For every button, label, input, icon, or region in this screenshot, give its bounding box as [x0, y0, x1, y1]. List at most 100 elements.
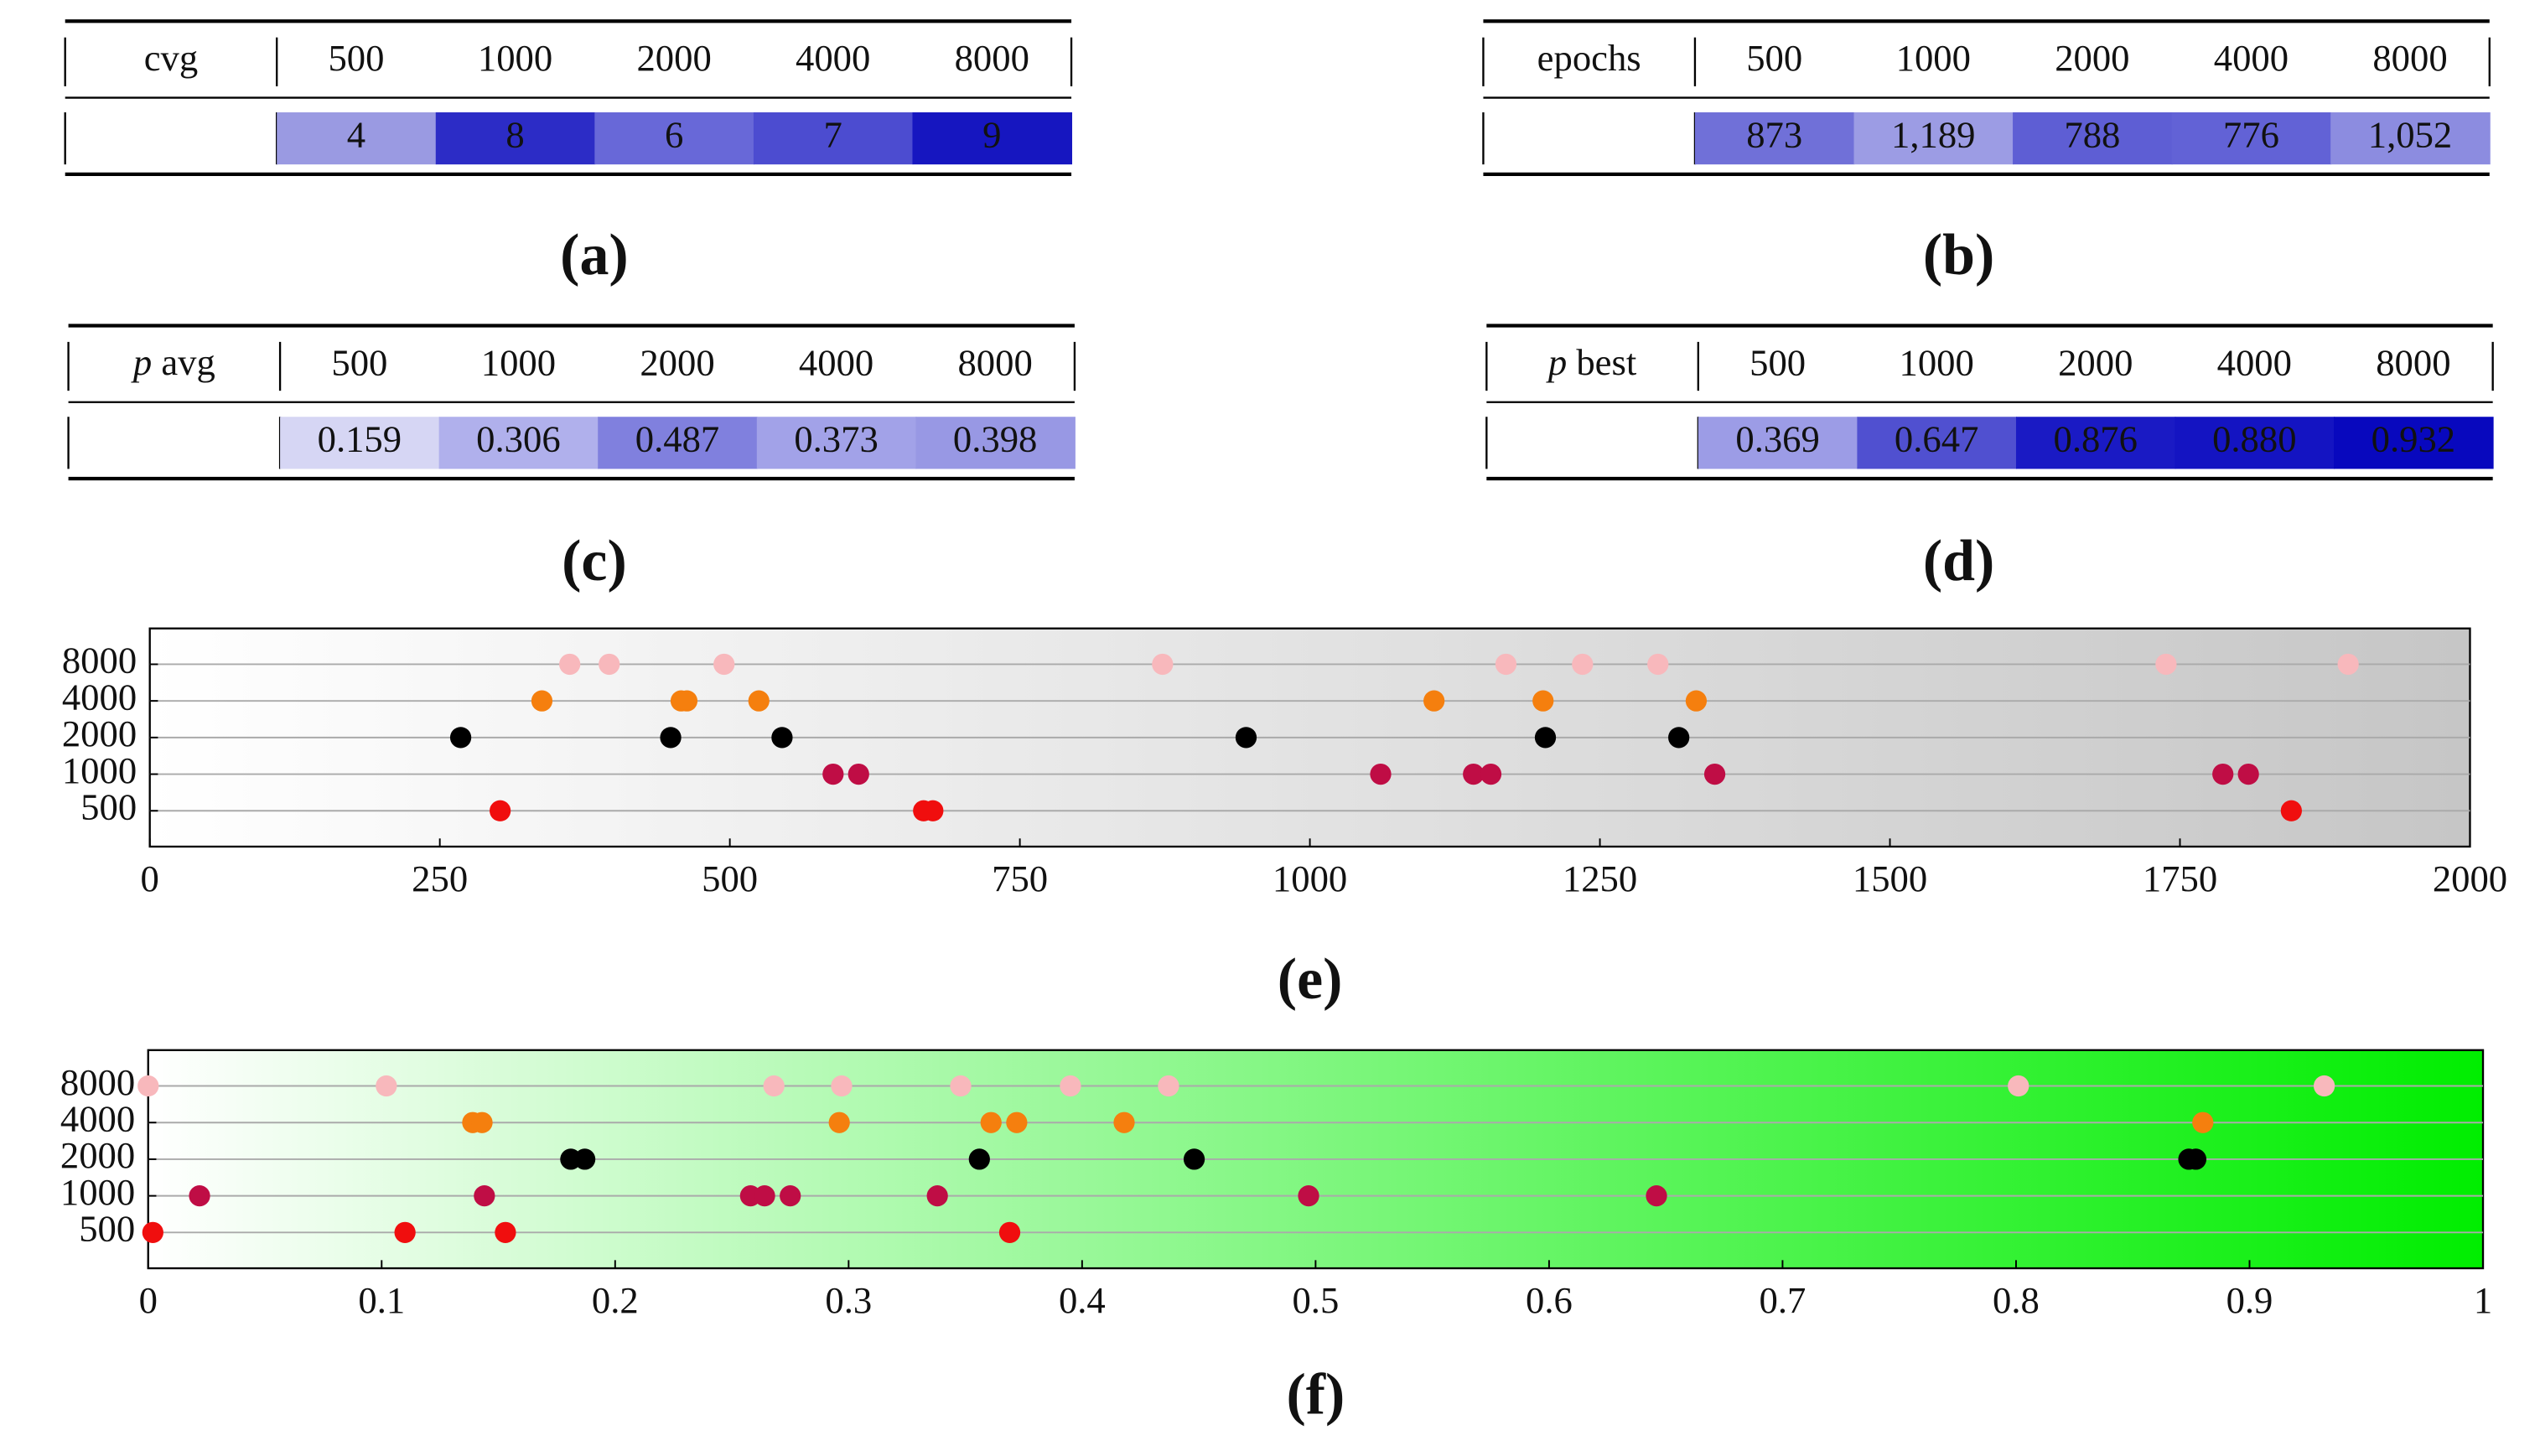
cell — [2015, 417, 2176, 469]
point — [1463, 763, 1485, 785]
column-label: 4000 — [2217, 341, 2292, 383]
cell-value: 0.159 — [318, 418, 402, 460]
cell-value: 0.373 — [794, 418, 878, 460]
point — [1647, 653, 1669, 676]
point — [531, 690, 553, 712]
x-tick-label: 250 — [412, 858, 468, 899]
x-tick-label: 1 — [2474, 1279, 2492, 1321]
point — [822, 763, 844, 785]
point — [1370, 763, 1392, 785]
cell — [2334, 417, 2494, 469]
x-tick-label: 0.6 — [1526, 1279, 1573, 1321]
point — [1060, 1075, 1081, 1097]
point — [828, 1111, 850, 1133]
point — [490, 800, 511, 821]
point — [980, 1111, 1002, 1133]
column-label: 2000 — [2058, 341, 2133, 383]
header-label: epochs — [1537, 37, 1641, 79]
cell — [753, 112, 914, 165]
point — [474, 1184, 495, 1207]
y-tick-label: 1000 — [60, 1171, 135, 1213]
point — [1572, 653, 1594, 676]
point — [394, 1221, 416, 1243]
point — [780, 1184, 801, 1207]
column-label: 500 — [1749, 341, 1806, 383]
cell — [2171, 112, 2332, 165]
cell — [2013, 112, 2173, 165]
point — [2212, 763, 2234, 785]
x-tick-label: 750 — [992, 858, 1048, 899]
header-text: cvg — [144, 37, 198, 79]
y-tick-label: 4000 — [62, 676, 137, 718]
cell-value: 0.369 — [1735, 418, 1819, 460]
point — [748, 690, 770, 712]
point — [495, 1221, 516, 1243]
cell-value: 0.306 — [476, 418, 560, 460]
point — [1685, 690, 1708, 712]
x-tick-label: 0.4 — [1059, 1279, 1106, 1321]
cell — [2330, 112, 2491, 165]
column-label: 500 — [331, 341, 387, 383]
column-label: 4000 — [799, 341, 873, 383]
y-tick-label: 8000 — [62, 640, 137, 681]
point — [2337, 653, 2359, 676]
cell — [1857, 417, 2017, 469]
header-symbol: p — [131, 341, 152, 383]
cell — [277, 112, 437, 165]
caption: (e) — [1278, 947, 1343, 1012]
x-tick-label: 0.3 — [825, 1279, 872, 1321]
x-tick-label: 0.2 — [592, 1279, 639, 1321]
point — [449, 727, 472, 749]
point — [1703, 763, 1726, 785]
point — [1183, 1148, 1205, 1170]
cell-value: 0.487 — [635, 418, 719, 460]
point — [2008, 1075, 2029, 1097]
header-label: p best — [1546, 341, 1637, 383]
point — [559, 653, 581, 676]
point — [771, 727, 793, 749]
point — [1113, 1111, 1135, 1133]
cell-value: 0.880 — [2212, 418, 2296, 460]
point — [713, 653, 735, 676]
point — [1532, 690, 1554, 712]
point — [1006, 1111, 1028, 1133]
point — [676, 690, 698, 712]
header-text: avg — [161, 341, 215, 383]
point — [1158, 1075, 1179, 1097]
cell-value: 9 — [982, 113, 1001, 155]
caption: (f) — [1286, 1362, 1345, 1427]
column-label: 8000 — [2372, 37, 2447, 79]
point — [137, 1075, 159, 1097]
x-tick-label: 0.9 — [2226, 1279, 2273, 1321]
point — [1152, 653, 1174, 676]
cell — [2175, 417, 2335, 469]
caption: (d) — [1923, 529, 1994, 593]
cell — [435, 112, 596, 165]
y-tick-label: 8000 — [60, 1061, 135, 1103]
y-tick-label: 1000 — [62, 749, 137, 791]
cell-value: 0.932 — [2372, 418, 2455, 460]
caption: (c) — [562, 529, 627, 593]
x-tick-label: 0 — [139, 1279, 158, 1321]
caption: (b) — [1923, 223, 1994, 288]
x-tick-label: 1750 — [2143, 858, 2217, 899]
cell — [1698, 417, 1858, 469]
header-space — [1567, 341, 1576, 383]
point — [763, 1075, 785, 1097]
cell — [915, 417, 1076, 469]
point — [2185, 1148, 2207, 1170]
x-tick-label: 0 — [141, 858, 159, 899]
cell-value: 873 — [1746, 113, 1802, 155]
cell-value: 7 — [824, 113, 842, 155]
point — [2280, 800, 2302, 821]
header-space — [152, 341, 161, 383]
cell — [756, 417, 917, 469]
point — [950, 1075, 972, 1097]
cell-value: 0.647 — [1895, 418, 1978, 460]
cell-value: 8 — [505, 113, 524, 155]
point — [573, 1148, 596, 1170]
cell — [438, 417, 599, 469]
cell-value: 1,189 — [1891, 113, 1975, 155]
